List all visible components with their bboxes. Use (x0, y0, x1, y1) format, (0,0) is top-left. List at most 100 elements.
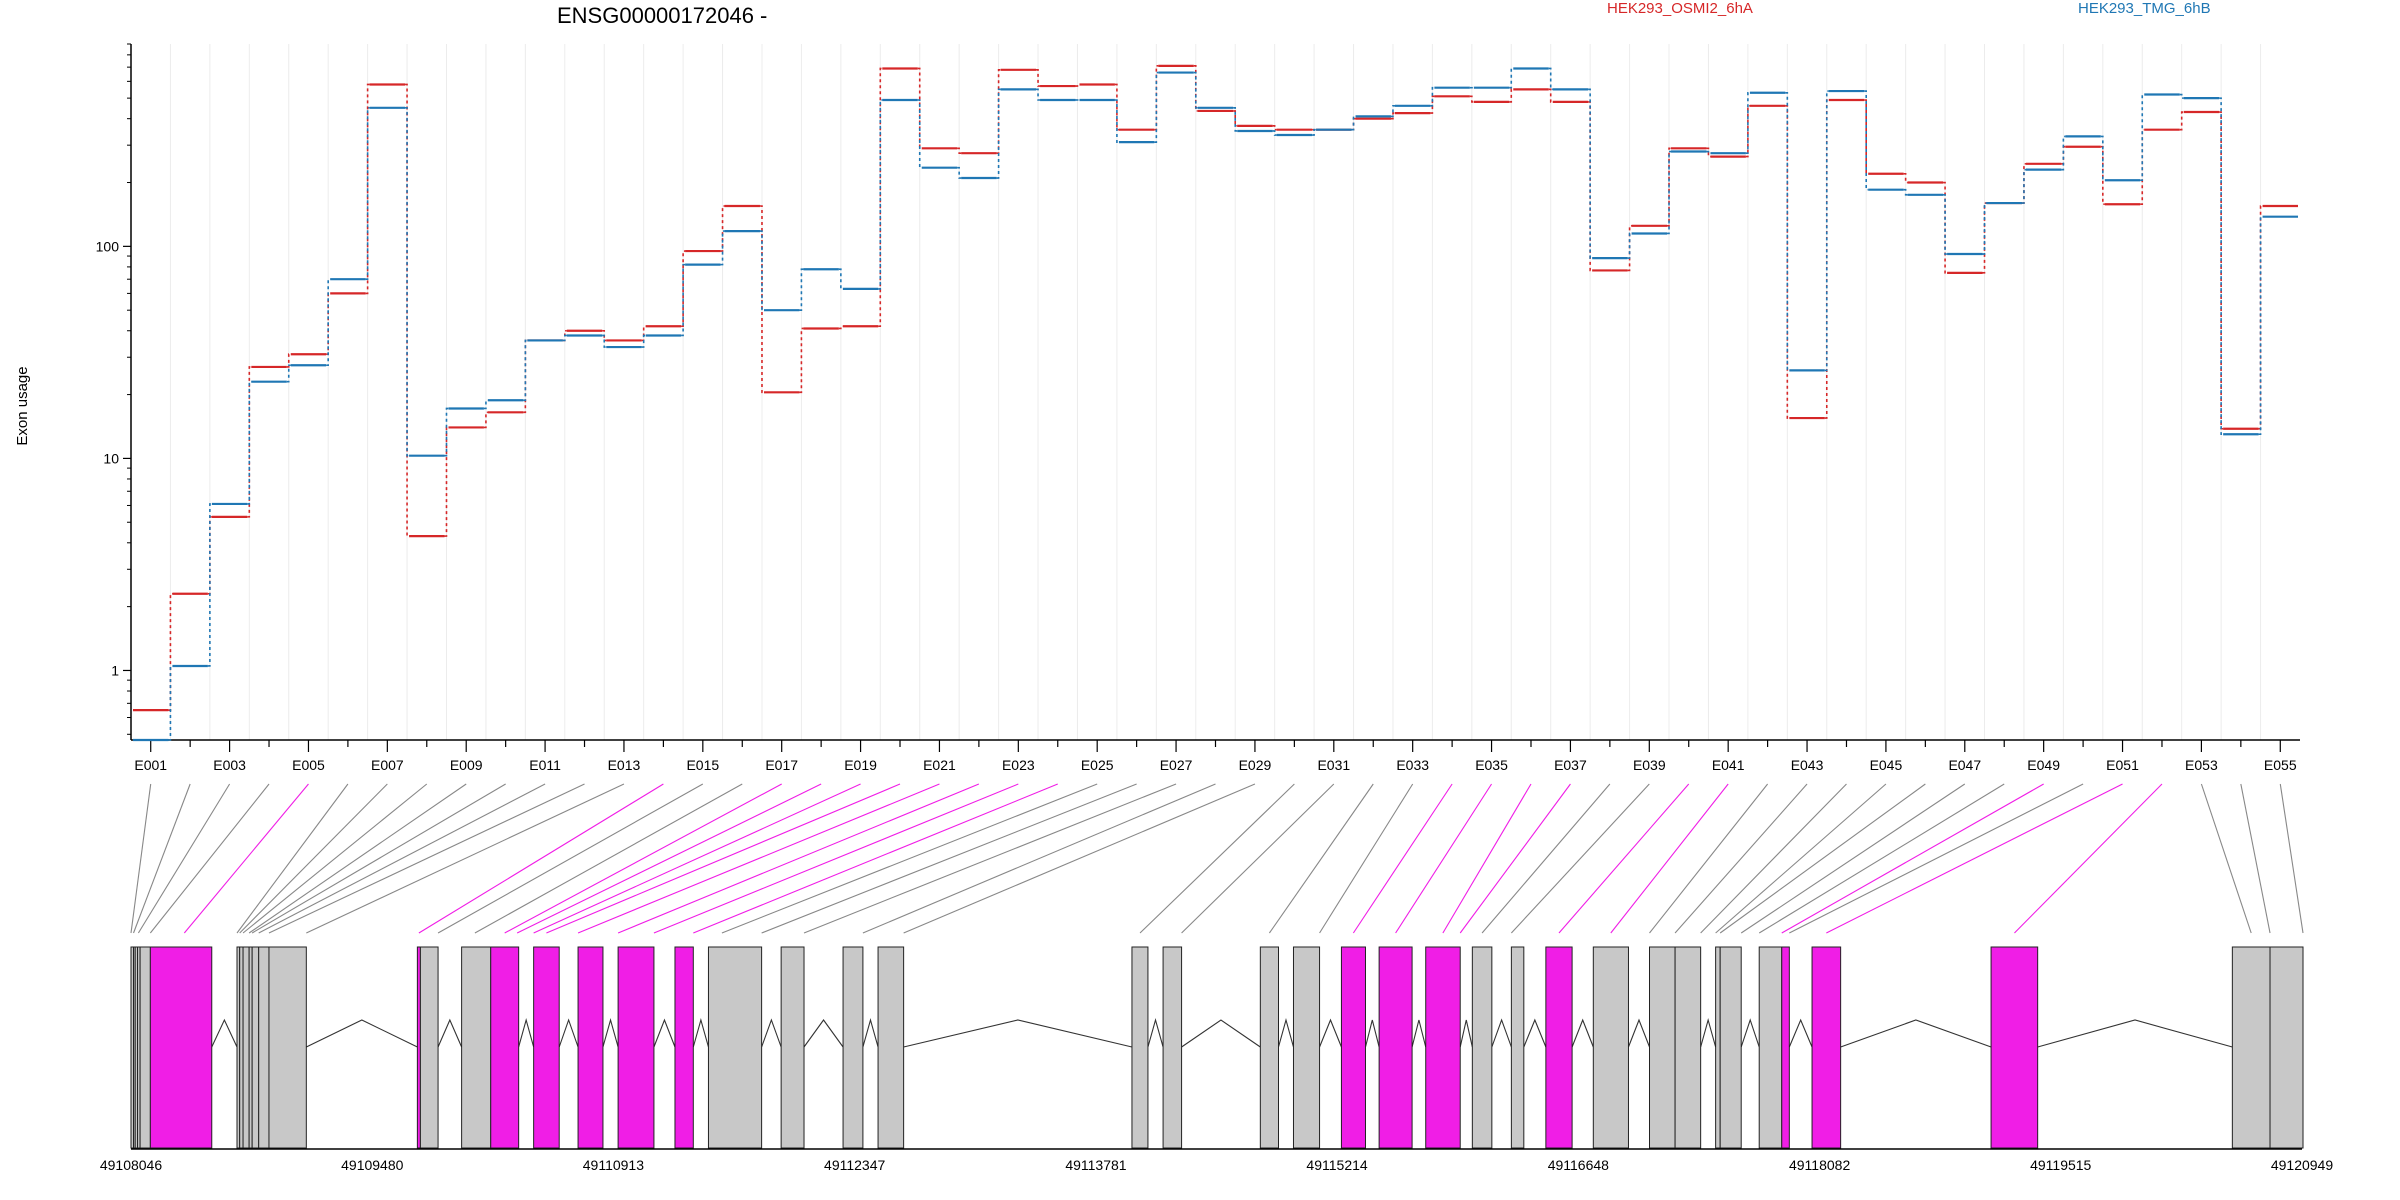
plot-axes: 1 10 100 (96, 43, 2300, 752)
series-step-connector (1036, 88, 1041, 101)
exon-connector-line (2200, 783, 2252, 934)
series-step-connector (2258, 215, 2263, 436)
series-step-connector (2100, 135, 2105, 182)
intron-line (1364, 1019, 1380, 1048)
series-step-connector (405, 107, 410, 457)
series-step-connector (720, 205, 725, 252)
exon-box-highlighted (1781, 946, 1790, 1149)
series-step-connector (1233, 110, 1238, 127)
x-tick-label: E033 (1396, 757, 1429, 773)
exon-connector-line (1510, 783, 1650, 934)
exon-connector-line (803, 783, 1177, 934)
series-step-connector (917, 99, 922, 169)
series-step-connector (1193, 65, 1198, 112)
exon-box (1719, 946, 1742, 1149)
exon-connector-line (133, 783, 191, 934)
x-tick-label: E015 (686, 757, 719, 773)
exon-connector-line (306, 783, 625, 934)
intron-line (1181, 1019, 1261, 1048)
exon-connector-line (546, 783, 901, 934)
series-step-connector (1627, 232, 1632, 259)
series-step-connector (1824, 99, 1829, 419)
series-step-connector (2219, 111, 2224, 430)
series-step-connector (1272, 125, 1277, 131)
series-step-connector (1233, 107, 1238, 132)
exon-box (1471, 946, 1493, 1149)
coordinate-label: 49113781 (1065, 1157, 1126, 1173)
intron-line (761, 1018, 782, 1048)
exon-connector-line (1610, 783, 1729, 934)
series-step-connector (1075, 83, 1080, 87)
x-tick-label: E023 (1002, 757, 1035, 773)
series-step-connector (247, 366, 252, 518)
intron-line (1571, 1018, 1594, 1048)
series-step-connector (799, 268, 804, 311)
series-step-connector (1272, 130, 1277, 136)
series-step-connector (838, 325, 843, 330)
coordinate-label: 49109480 (341, 1157, 404, 1173)
x-tick-label: E051 (2106, 757, 2139, 773)
exon-connector-line (258, 783, 546, 934)
exon-connector-line (1481, 783, 1611, 934)
gene-model (130, 946, 2304, 1150)
exon-connector-line (268, 783, 585, 934)
series-step-connector (1548, 88, 1553, 103)
legend-entry-series-1: HEK293_OSMI2_6hA (1607, 0, 1753, 17)
x-tick-label: E001 (134, 757, 167, 773)
exon-box-highlighted (617, 946, 655, 1149)
exon-connector-line (577, 783, 940, 934)
exon-connector-line (1674, 783, 1808, 934)
intron-line (1740, 1018, 1760, 1048)
series-step-connector (207, 503, 212, 667)
series-step-connector (207, 516, 212, 595)
exon-connector-line (183, 783, 309, 934)
series-step-connector (602, 334, 607, 348)
coordinate-label: 49112347 (824, 1157, 885, 1173)
series-step-connector (326, 278, 331, 367)
series-step-connector (759, 230, 764, 311)
series-step-connector (838, 268, 843, 290)
exon-connector-line (1719, 783, 1926, 934)
series-step-connector (365, 107, 370, 281)
series-step-connector (2061, 135, 2066, 171)
exon-box-highlighted (1425, 946, 1461, 1149)
series-step-connector (996, 88, 1001, 179)
exon-connector-line (437, 783, 704, 934)
exon-box (239, 946, 244, 1149)
exon-box (707, 946, 763, 1149)
series-step-connector (878, 67, 883, 328)
plot-series (133, 64, 2298, 742)
series-step-connector (405, 83, 410, 537)
series-step-connector (1943, 194, 1948, 255)
series-step-connector (957, 166, 962, 179)
exon-box-highlighted (1340, 946, 1366, 1149)
intron-line (1411, 1019, 1427, 1048)
exon-connector-line (1826, 783, 2123, 934)
x-tick-label: E039 (1633, 757, 1666, 773)
intron-line (1319, 1018, 1342, 1048)
series-step-connector (799, 327, 804, 394)
x-tick-label: E029 (1239, 757, 1272, 773)
intron-line (1840, 1019, 1992, 1048)
intron-line (903, 1019, 1133, 1048)
x-tick-label: E053 (2185, 757, 2218, 773)
intron-line (602, 1017, 619, 1048)
x-tick-label: E025 (1081, 757, 1114, 773)
exon-connector-line (137, 783, 231, 934)
intron-line (1627, 1018, 1651, 1048)
exon-box (2231, 946, 2271, 1149)
intron-line (1459, 1019, 1473, 1048)
intron-line (306, 1019, 418, 1048)
series-step-connector (483, 411, 488, 429)
series-step-connector (720, 230, 725, 266)
coordinate-label: 49120949 (2271, 1157, 2334, 1173)
exon-connector-line (1740, 783, 1966, 934)
x-tick-label: E013 (608, 757, 641, 773)
exon-box (1715, 946, 1721, 1149)
exon-connector-line (1649, 783, 1769, 934)
intron-line (653, 1018, 676, 1048)
intron-line (692, 1017, 709, 1048)
intron-line (558, 1018, 579, 1048)
exon-box (842, 946, 864, 1149)
intron-line (1147, 1017, 1164, 1048)
